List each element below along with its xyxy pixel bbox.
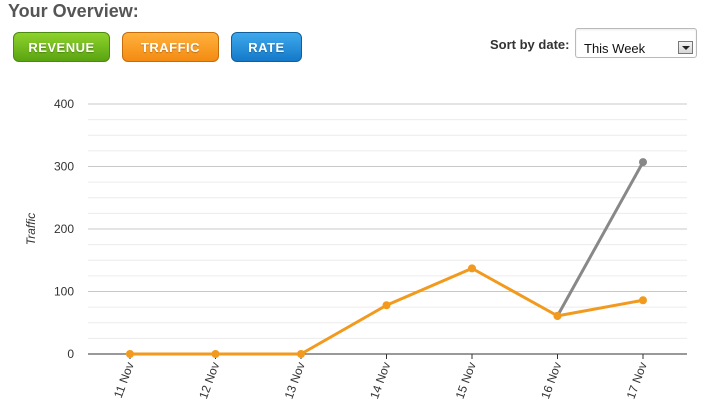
x-tick-label: 15 Nov — [453, 360, 479, 401]
date-range-select[interactable]: This Week — [575, 28, 697, 58]
x-tick-label: 17 Nov — [624, 360, 650, 401]
x-tick-label: 12 Nov — [196, 360, 222, 401]
data-point — [126, 350, 134, 358]
x-tick-label: 13 Nov — [282, 360, 308, 401]
sort-by-date-label: Sort by date: — [490, 37, 570, 52]
data-point — [639, 296, 647, 305]
rate-button[interactable]: RATE — [231, 32, 302, 62]
data-point — [553, 311, 562, 320]
series-line — [130, 266, 644, 356]
traffic-button[interactable]: TRAFFIC — [122, 32, 219, 62]
y-tick-label: 200 — [54, 222, 74, 236]
y-tick-label: 400 — [54, 97, 74, 111]
data-point — [211, 350, 220, 358]
data-point — [382, 301, 391, 310]
date-range-selected-value: This Week — [584, 41, 646, 56]
y-tick-label: 0 — [67, 347, 74, 361]
page-title: Your Overview: — [8, 1, 139, 21]
y-tick-label: 100 — [54, 285, 74, 299]
chevron-down-icon[interactable] — [678, 41, 693, 54]
x-tick-label: 14 Nov — [367, 360, 393, 401]
y-tick-label: 300 — [54, 160, 74, 174]
data-point — [297, 350, 305, 358]
data-point — [639, 158, 647, 167]
y-axis-title: Traffic — [24, 213, 38, 245]
data-point — [468, 264, 476, 273]
x-tick-label: 11 Nov — [111, 360, 137, 400]
revenue-button[interactable]: REVENUE — [13, 32, 110, 62]
series-line — [556, 161, 645, 317]
x-tick-label: 16 Nov — [538, 360, 564, 401]
